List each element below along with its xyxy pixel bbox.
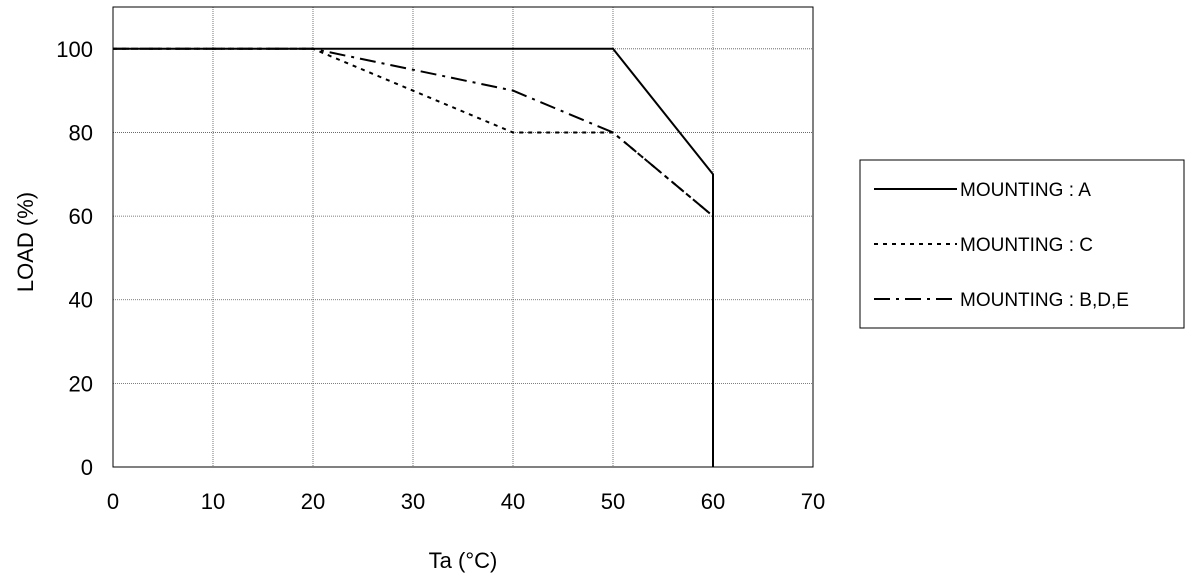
legend-label: MOUNTING : A bbox=[960, 180, 1091, 201]
plot-area bbox=[112, 6, 814, 468]
x-tick-label: 70 bbox=[801, 489, 825, 514]
x-tick-label: 30 bbox=[401, 489, 425, 514]
x-tick-label: 0 bbox=[107, 489, 119, 514]
y-tick-label: 100 bbox=[56, 37, 93, 62]
y-tick-label: 40 bbox=[69, 288, 93, 313]
x-tick-label: 50 bbox=[601, 489, 625, 514]
grid bbox=[113, 7, 813, 467]
x-tick-label: 40 bbox=[501, 489, 525, 514]
y-tick-label: 60 bbox=[69, 204, 93, 229]
x-tick-labels: 0 10 20 30 40 50 60 70 bbox=[107, 489, 825, 514]
legend: MOUNTING : A MOUNTING : C MOUNTING : B,D,E bbox=[859, 159, 1185, 329]
x-tick-label: 60 bbox=[701, 489, 725, 514]
x-axis-title: Ta (°C) bbox=[429, 548, 498, 573]
series-lines bbox=[113, 47, 714, 467]
legend-label: MOUNTING : C bbox=[960, 235, 1093, 256]
y-tick-label: 0 bbox=[81, 455, 93, 480]
y-axis-title: LOAD (%) bbox=[13, 192, 38, 292]
y-tick-label: 80 bbox=[69, 120, 93, 145]
y-tick-label: 20 bbox=[69, 371, 93, 396]
series-line-3 bbox=[113, 47, 714, 467]
x-tick-label: 10 bbox=[201, 489, 225, 514]
x-tick-label: 20 bbox=[301, 489, 325, 514]
y-tick-labels: 0 20 40 60 80 100 bbox=[56, 37, 93, 480]
legend-label: MOUNTING : B,D,E bbox=[960, 290, 1129, 311]
